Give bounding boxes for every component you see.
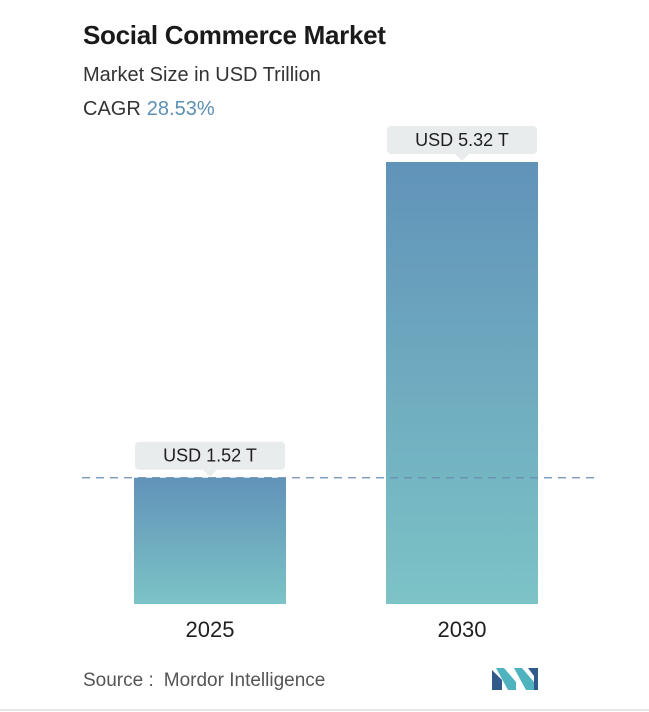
- source-line: Source : Mordor Intelligence: [83, 670, 325, 692]
- bar-chart: USD 1.52 T 2025 USD 5.32 T 2030: [82, 126, 594, 642]
- data-label-pointer-2025: [203, 469, 217, 477]
- cagr-value: 28.53%: [146, 98, 215, 120]
- bottom-divider: [0, 709, 649, 711]
- x-tick-label-2030: 2030: [438, 617, 487, 642]
- source-label: Source :: [83, 670, 154, 691]
- data-label-2025: USD 1.52 T: [163, 446, 257, 466]
- cagr-line: CAGR 28.53%: [83, 98, 215, 121]
- chart-subtitle: Market Size in USD Trillion: [83, 64, 321, 86]
- mordor-intelligence-logo-icon: [492, 668, 538, 690]
- x-tick-label-2025: 2025: [186, 617, 235, 642]
- data-label-box-2030: [387, 126, 537, 154]
- bar-2030: [386, 162, 538, 604]
- chart-title: Social Commerce Market: [83, 20, 386, 50]
- cagr-label: CAGR: [83, 98, 141, 120]
- source-value: Mordor Intelligence: [163, 670, 326, 691]
- data-label-box-2025: [135, 441, 285, 470]
- data-label-2030: USD 5.32 T: [415, 130, 509, 150]
- bar-2025: [134, 477, 286, 604]
- data-label-pointer-2030: [455, 154, 469, 161]
